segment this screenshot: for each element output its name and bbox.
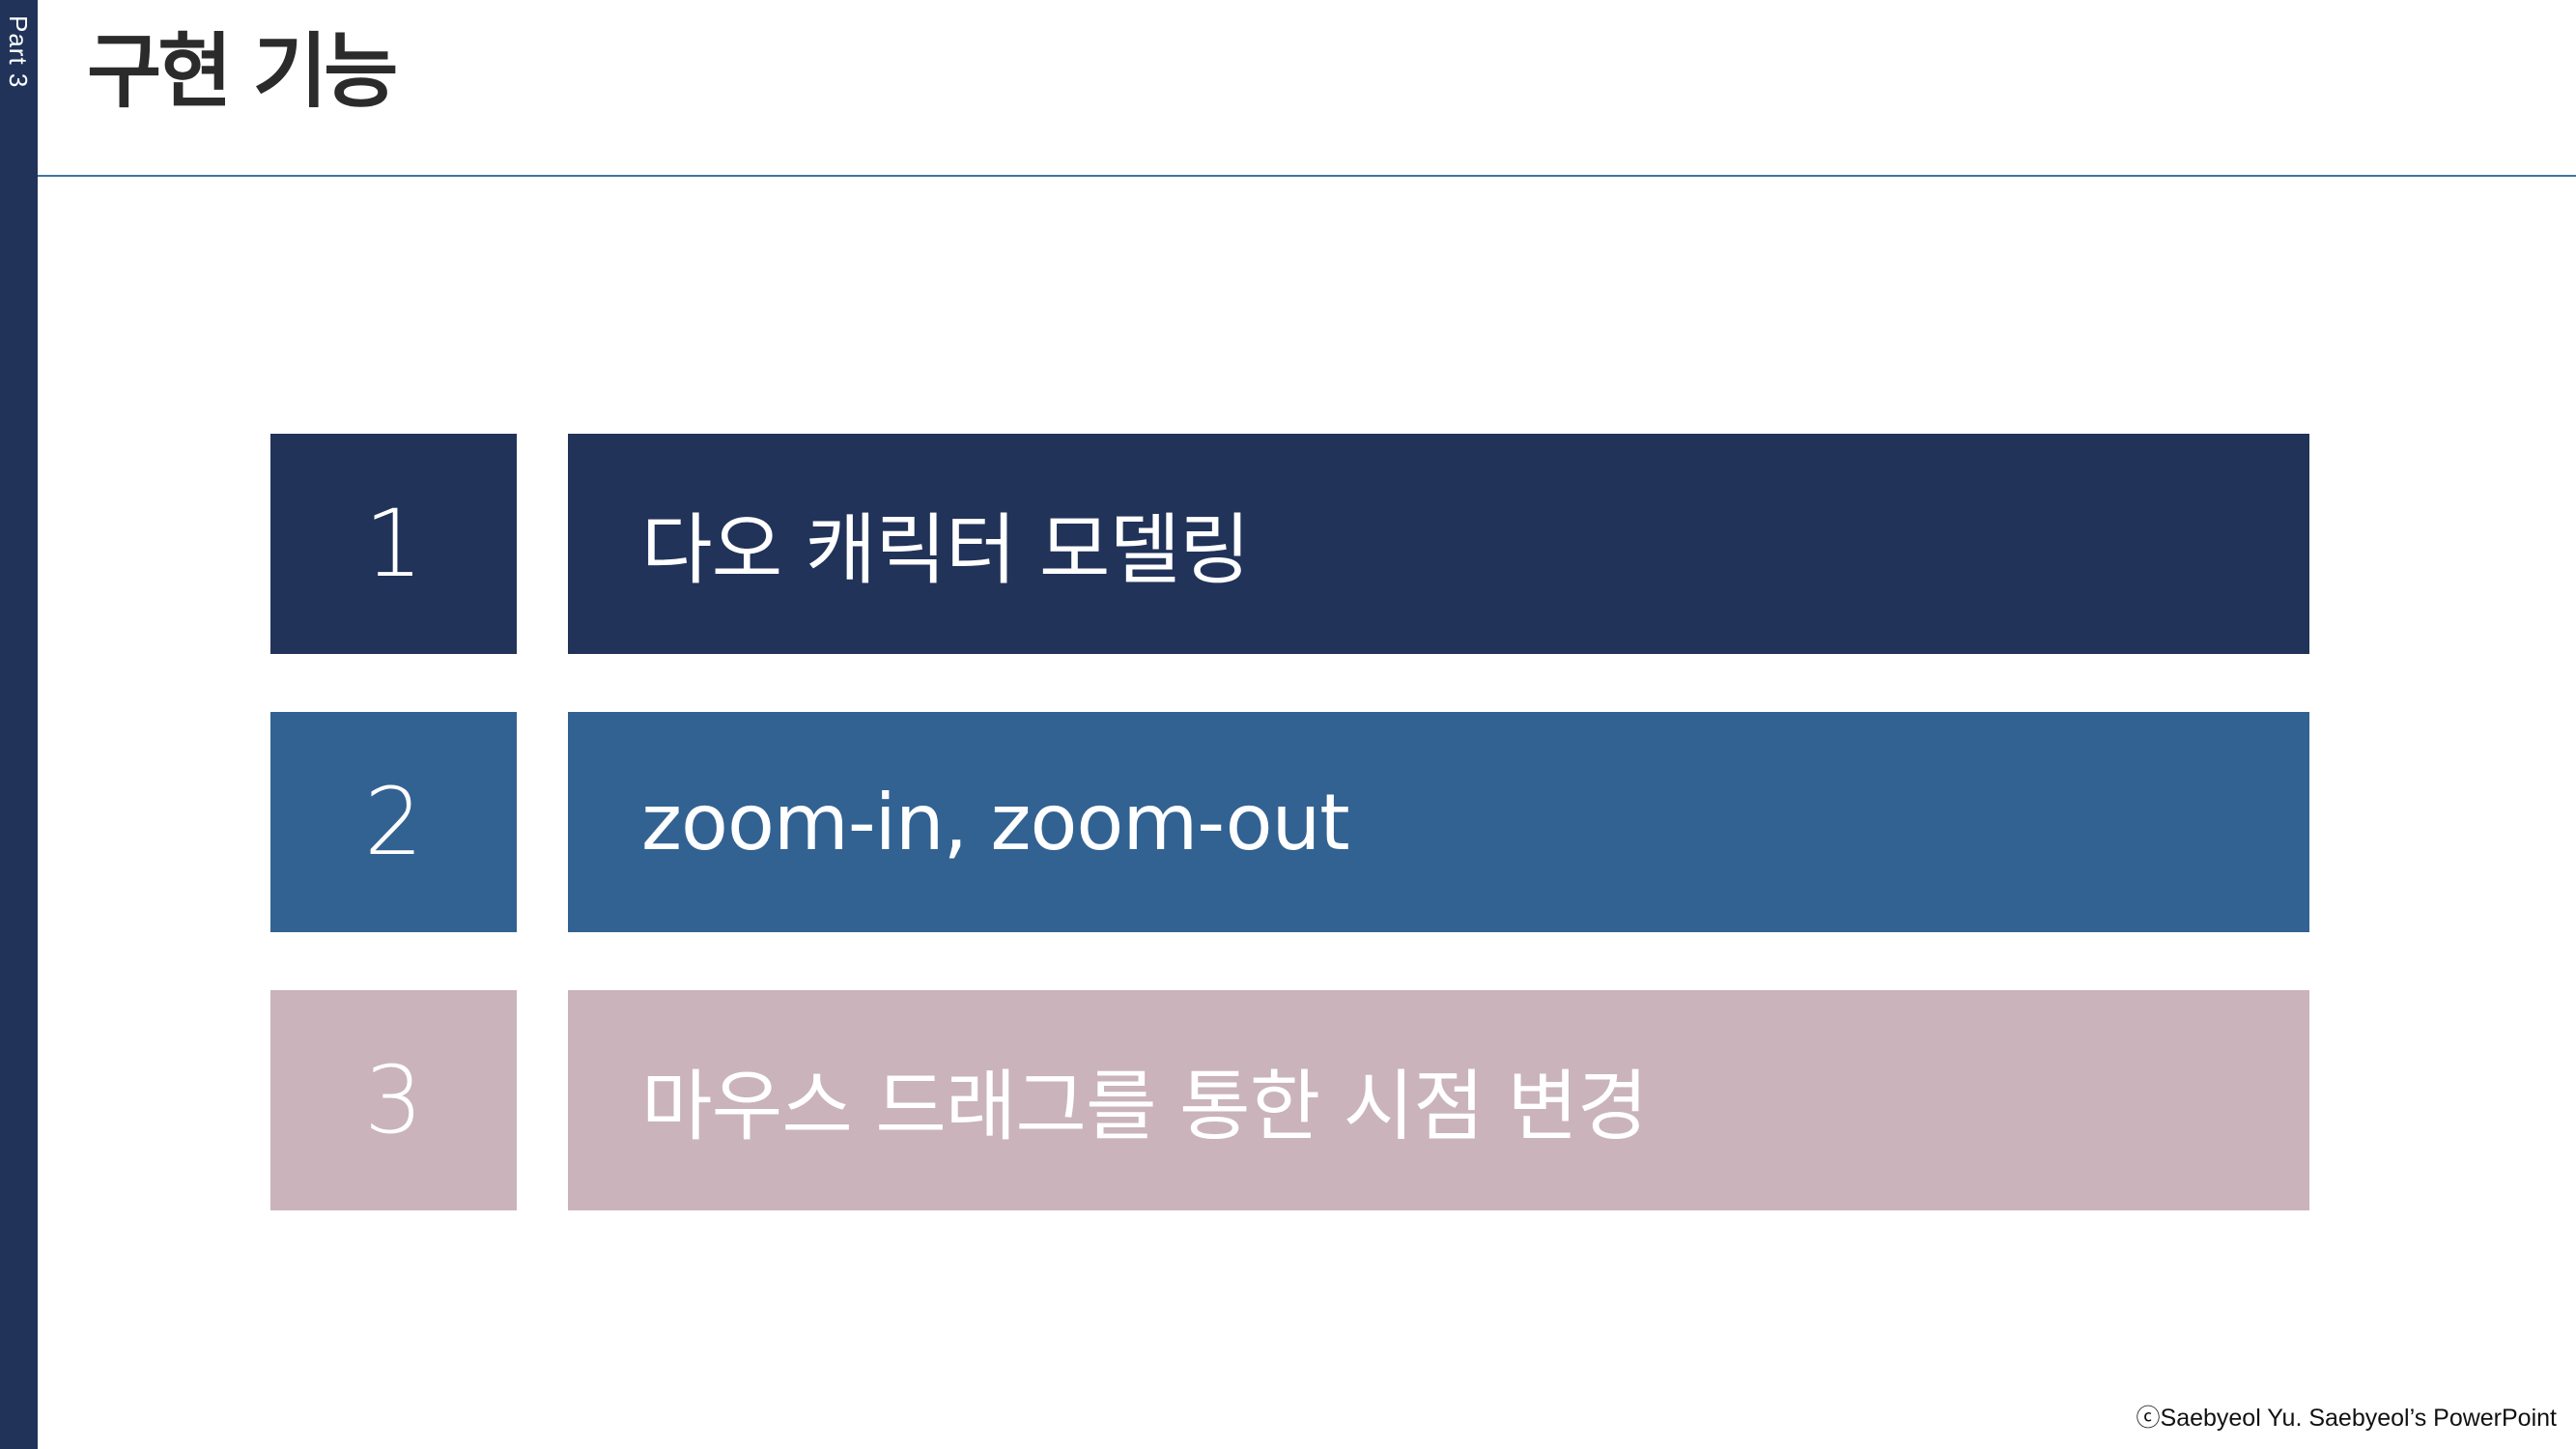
feature-label-2: zoom-in, zoom-out xyxy=(568,712,2309,932)
copyright-notice: ⓒSaebyeol Yu. Saebyeol’s PowerPoint xyxy=(2136,1405,2557,1432)
feature-number-2: 2 xyxy=(270,712,517,932)
page-title: 구현 기능 xyxy=(87,24,398,119)
side-accent-bar xyxy=(0,0,38,1449)
feature-number-3: 3 xyxy=(270,990,517,1210)
section-label-text: Part 3 xyxy=(4,15,33,89)
feature-label-1: 다오 캐릭터 모델링 xyxy=(568,434,2309,654)
feature-number-1: 1 xyxy=(270,434,517,654)
feature-label-3: 마우스 드래그를 통한 시점 변경 xyxy=(568,990,2309,1210)
section-label: Part 3 xyxy=(0,0,38,126)
title-divider xyxy=(38,175,2576,177)
